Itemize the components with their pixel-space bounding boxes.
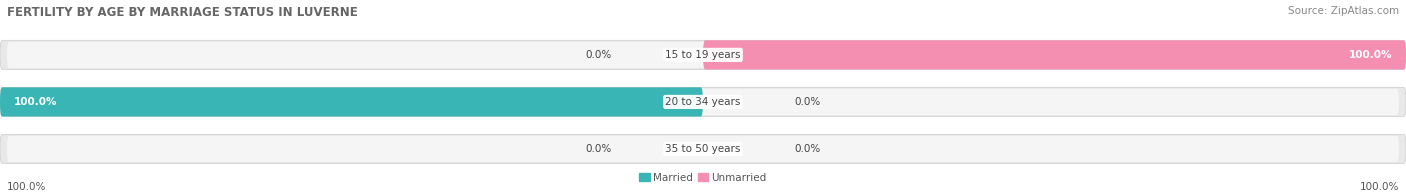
Text: 20 to 34 years: 20 to 34 years bbox=[665, 97, 741, 107]
Text: FERTILITY BY AGE BY MARRIAGE STATUS IN LUVERNE: FERTILITY BY AGE BY MARRIAGE STATUS IN L… bbox=[7, 6, 357, 19]
Text: 15 to 19 years: 15 to 19 years bbox=[665, 50, 741, 60]
Text: 100.0%: 100.0% bbox=[14, 97, 58, 107]
Text: Source: ZipAtlas.com: Source: ZipAtlas.com bbox=[1288, 6, 1399, 16]
Text: 0.0%: 0.0% bbox=[585, 50, 612, 60]
Text: 100.0%: 100.0% bbox=[1360, 182, 1399, 192]
Text: 100.0%: 100.0% bbox=[7, 182, 46, 192]
Text: 0.0%: 0.0% bbox=[794, 97, 821, 107]
FancyBboxPatch shape bbox=[7, 136, 1399, 162]
FancyBboxPatch shape bbox=[703, 40, 1406, 69]
FancyBboxPatch shape bbox=[0, 40, 1406, 69]
FancyBboxPatch shape bbox=[0, 134, 1406, 163]
FancyBboxPatch shape bbox=[0, 87, 1406, 116]
Text: 35 to 50 years: 35 to 50 years bbox=[665, 144, 741, 154]
Text: 0.0%: 0.0% bbox=[585, 144, 612, 154]
FancyBboxPatch shape bbox=[7, 42, 1399, 68]
FancyBboxPatch shape bbox=[0, 87, 703, 116]
FancyBboxPatch shape bbox=[7, 89, 1399, 115]
Legend: Married, Unmarried: Married, Unmarried bbox=[636, 169, 770, 187]
Text: 100.0%: 100.0% bbox=[1348, 50, 1392, 60]
Text: 0.0%: 0.0% bbox=[794, 144, 821, 154]
